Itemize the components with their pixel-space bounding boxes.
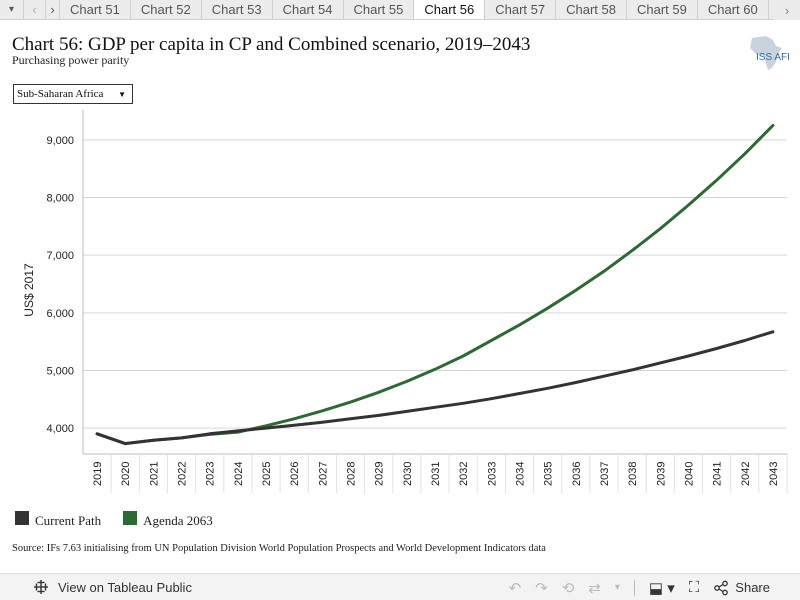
logo-text: ISS AFI [756, 52, 790, 63]
tab-chart-51[interactable]: Chart 51 [60, 0, 131, 19]
x-tick-label: 2027 [317, 462, 329, 486]
fullscreen-icon[interactable]: ⛶ [688, 579, 700, 596]
tab-list: Chart 51 Chart 52 Chart 53 Chart 54 Chart 55… [60, 0, 800, 19]
tab-chart-52[interactable]: Chart 52 [131, 0, 202, 19]
legend-swatch [15, 511, 29, 525]
pause-dropdown-icon[interactable]: ▾ [614, 582, 620, 593]
download-icon[interactable]: ⬓ ▾ [648, 579, 675, 597]
tab-scroll-right-button[interactable]: › [46, 0, 60, 19]
x-tick-label: 2041 [712, 462, 724, 486]
x-tick-label: 2025 [261, 462, 273, 486]
page-subtitle: Purchasing power parity [12, 53, 130, 67]
series-line-current-path [95, 330, 775, 446]
x-tick-label: 2026 [289, 462, 301, 486]
tableau-toolbar: View on Tableau Public ↶ ↷ ⟲ ⇄ ▾ ⬓ ▾ ⛶ S… [0, 573, 800, 600]
y-axis-title: US$ 2017 [22, 263, 36, 317]
x-tick-label: 2031 [430, 462, 442, 486]
source-note: Source: IFs 7.63 initialising from UN Po… [12, 543, 546, 554]
share-button[interactable]: Share [713, 580, 770, 596]
share-icon [714, 580, 729, 595]
x-tick-label: 2033 [486, 462, 498, 486]
iss-africa-logo [750, 36, 782, 70]
redo-icon[interactable]: ↷ [535, 579, 548, 597]
x-tick-label: 2035 [543, 462, 555, 486]
tab-chart-58[interactable]: Chart 58 [556, 0, 627, 19]
share-label: Share [735, 580, 770, 595]
legend-item-current-path[interactable]: Current Path [15, 509, 101, 528]
x-tick-label: 2043 [768, 462, 780, 486]
tab-strip: ▾ ‹ › Chart 51 Chart 52 Chart 53 Chart 54 Ch… [0, 0, 800, 20]
x-tick-label: 2024 [233, 462, 245, 486]
x-tick-label: 2019 [92, 462, 104, 486]
revert-icon[interactable]: ⟲ [561, 579, 575, 597]
tab-next-icon[interactable]: › [774, 0, 800, 20]
undo-icon[interactable]: ↶ [508, 579, 522, 597]
tab-chart-60[interactable]: Chart 60 [698, 0, 769, 19]
x-tick-label: 2042 [740, 462, 752, 486]
x-tick-label: 2032 [458, 462, 470, 486]
y-tick-label: 9,000 [46, 135, 74, 147]
x-tick-label: 2039 [655, 462, 667, 486]
tab-scroll-left-button[interactable]: ‹ [24, 0, 46, 19]
x-tick-label: 2038 [627, 462, 639, 486]
toolbar-divider [633, 579, 635, 596]
toolbar-actions: ↶ ↷ ⟲ ⇄ ▾ ⬓ ▾ ⛶ Share [509, 574, 770, 600]
x-tick-label: 2040 [683, 462, 695, 486]
x-tick-label: 2028 [346, 462, 358, 486]
y-tick-label: 4,000 [46, 423, 74, 435]
x-tick-label: 2020 [120, 462, 132, 486]
page-title: Chart 56: GDP per capita in CP and Combi… [12, 34, 531, 55]
x-tick-label: 2029 [374, 462, 386, 486]
x-tick-label: 2030 [402, 462, 414, 486]
region-filter-dropdown[interactable]: Sub-Saharan Africa ▼ [13, 84, 133, 104]
legend-label: Current Path [35, 513, 102, 528]
x-tick-label: 2036 [571, 462, 583, 486]
line-chart: 4,000 5,000 6,000 7,000 8,000 9,000 2019 2020 20… [22, 110, 788, 493]
tab-chart-59[interactable]: Chart 59 [627, 0, 698, 19]
legend-swatch [123, 511, 138, 525]
legend: Current Path Agenda 2063 [15, 509, 213, 528]
x-tick-label: 2021 [148, 462, 160, 486]
x-tick-label: 2037 [599, 462, 611, 486]
x-tick-label: 2034 [514, 462, 526, 486]
view-on-tableau-label: View on Tableau Public [58, 579, 192, 595]
legend-label: Agenda 2063 [143, 513, 213, 528]
tableau-plus-icon [32, 578, 50, 596]
y-tick-label: 7,000 [46, 250, 74, 262]
region-filter-value: Sub-Saharan Africa [17, 88, 104, 100]
tab-chart-54[interactable]: Chart 54 [273, 0, 344, 19]
legend-item-agenda-2063[interactable]: Agenda 2063 [123, 509, 213, 528]
tab-menu-button[interactable]: ▾ [0, 0, 24, 19]
series-line-agenda-2063 [95, 124, 775, 446]
view-on-tableau-public-link[interactable]: View on Tableau Public [0, 578, 192, 596]
chevron-down-icon: ▼ [118, 89, 126, 99]
tab-chart-56[interactable]: Chart 56 [414, 0, 486, 19]
tab-chart-53[interactable]: Chart 53 [202, 0, 273, 19]
refresh-icon[interactable]: ⇄ [588, 579, 601, 597]
x-tick-label: 2023 [205, 462, 217, 486]
tab-chart-57[interactable]: Chart 57 [485, 0, 557, 19]
y-tick-label: 5,000 [46, 365, 74, 377]
y-tick-label: 8,000 [46, 193, 74, 205]
y-tick-label: 6,000 [46, 308, 74, 320]
tab-chart-55[interactable]: Chart 55 [344, 0, 415, 19]
x-tick-label: 2022 [177, 462, 189, 486]
